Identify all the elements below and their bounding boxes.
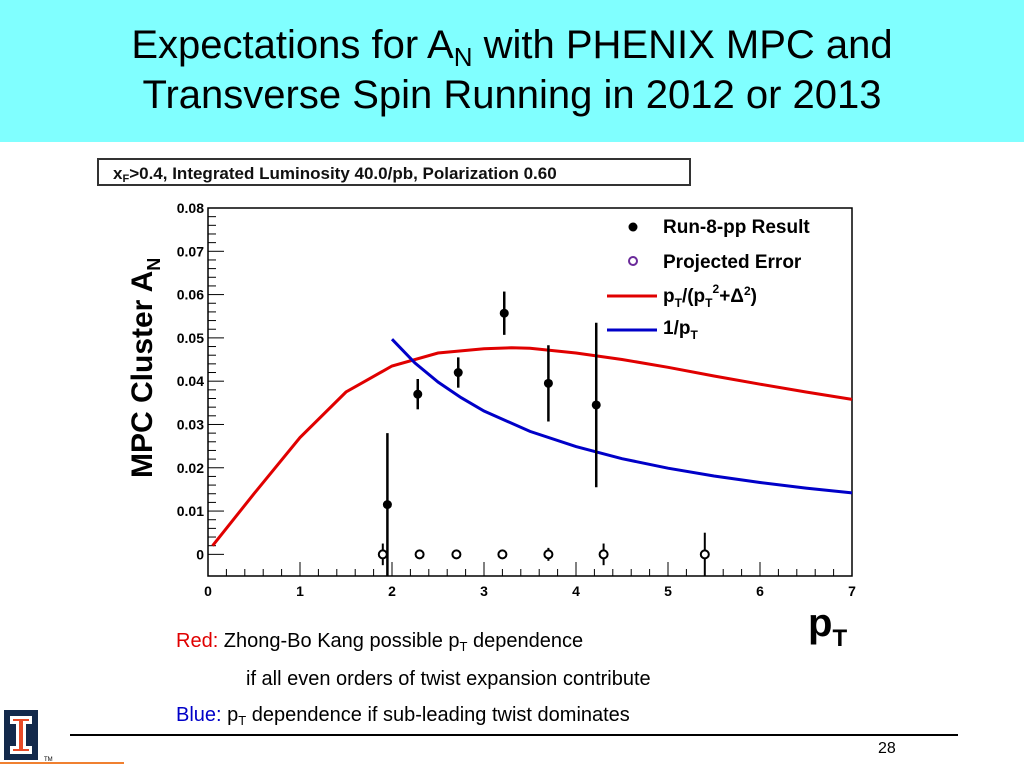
y-tick-label: 0.08 xyxy=(177,200,204,216)
legend-marker-result xyxy=(628,222,638,232)
info-subscript: F xyxy=(122,173,130,185)
y-tick-label: 0.06 xyxy=(177,287,204,303)
axis-ticks xyxy=(207,207,853,576)
data-points xyxy=(377,291,710,576)
caption-red-label: Red: xyxy=(176,630,219,652)
red-curve-line xyxy=(211,346,853,547)
result-point xyxy=(543,378,553,388)
title-line-1: Expectations for AN with PHENIX MPC and xyxy=(0,20,1024,70)
x-tick-label: 1 xyxy=(296,583,304,599)
projected-error-point xyxy=(497,549,508,560)
x-tick-label: 3 xyxy=(480,583,488,599)
title-band xyxy=(0,0,1024,142)
plot-area xyxy=(207,207,853,577)
title-text-b: with PHENIX MPC and xyxy=(472,23,893,67)
info-text-a: x xyxy=(113,164,123,183)
caption-blue-text-a: p xyxy=(221,704,239,726)
university-logo-icon xyxy=(4,710,38,760)
x-tick-label: 6 xyxy=(756,583,764,599)
projected-error-point xyxy=(543,549,554,560)
page-number: 28 xyxy=(878,740,896,757)
x-tick-label: 4 xyxy=(572,583,580,599)
chart-info-box: xF>0.4, Integrated Luminosity 40.0/pb, P… xyxy=(97,158,691,186)
x-tick-label: 2 xyxy=(388,583,396,599)
projected-error-point xyxy=(451,549,462,560)
caption-blue-label: Blue: xyxy=(176,704,222,726)
projected-error-point xyxy=(699,549,710,560)
caption-red-subscript: T xyxy=(459,639,468,654)
projected-error-point xyxy=(598,549,609,560)
result-point xyxy=(453,368,463,378)
legend-label-red: pT/(pT2+Δ2) xyxy=(663,282,757,310)
model-curves xyxy=(211,338,853,547)
legend-label-blue: 1/pT xyxy=(663,318,698,342)
info-text-b: >0.4, Integrated Luminosity 40.0/pb, Pol… xyxy=(129,164,557,183)
legend-label-projected: Projected Error xyxy=(663,252,802,273)
blue-curve-line xyxy=(390,338,853,495)
plot-frame xyxy=(207,207,853,577)
caption-blue-line: Blue: pT dependence if sub-leading twist… xyxy=(176,702,630,728)
an-vs-pt-chart: Run-8-pp Result Projected Error pT/(pT2+Δ2… xyxy=(126,200,856,652)
legend-marker-projected xyxy=(628,256,638,266)
y-axis-label: MPC Cluster AN xyxy=(126,258,164,478)
footer-rule xyxy=(70,734,958,736)
x-tick-label: 7 xyxy=(848,583,856,599)
accent-line xyxy=(0,762,124,764)
title-text-a: Expectations for A xyxy=(131,23,454,67)
caption-red-text-b: dependence xyxy=(467,630,584,652)
result-point xyxy=(499,308,509,318)
y-tick-label: 0 xyxy=(196,546,204,562)
y-tick-label: 0.01 xyxy=(177,503,204,519)
title-subscript: N xyxy=(453,42,473,72)
caption-blue-text-b: dependence if sub-leading twist dominate… xyxy=(246,704,630,726)
legend-label-result: Run-8-pp Result xyxy=(663,217,810,238)
caption-red-line-2: if all even orders of twist expansion co… xyxy=(246,668,651,690)
result-point xyxy=(591,400,601,410)
chart-legend: Run-8-pp Result Projected Error pT/(pT2+Δ2… xyxy=(607,217,810,342)
slide-title: Expectations for AN with PHENIX MPC and … xyxy=(0,20,1024,120)
axis-labels: 0 1 2 3 4 5 6 7 0 0.01 0.02 0.03 0.04 0.05 0.06 0.07 0.0… xyxy=(126,200,856,652)
result-point xyxy=(382,500,392,510)
caption-blue-subscript: T xyxy=(238,713,247,728)
title-line-2: Transverse Spin Running in 2012 or 2013 xyxy=(142,73,882,117)
y-tick-label: 0.03 xyxy=(177,416,204,432)
y-tick-label: 0.04 xyxy=(177,373,204,389)
logo-trademark: TM xyxy=(44,757,53,763)
x-tick-label: 0 xyxy=(204,583,212,599)
y-tick-label: 0.05 xyxy=(177,330,204,346)
result-point xyxy=(413,389,423,399)
x-axis-label: pT xyxy=(808,601,847,652)
y-tick-label: 0.02 xyxy=(177,460,204,476)
projected-error-point xyxy=(414,549,425,560)
y-tick-label: 0.07 xyxy=(177,243,204,259)
projected-error-point xyxy=(377,549,388,560)
x-tick-label: 5 xyxy=(664,583,672,599)
caption-red-line-1: Red: Zhong-Bo Kang possible pT dependenc… xyxy=(176,628,583,654)
caption-red-text-a: Zhong-Bo Kang possible p xyxy=(218,630,460,652)
